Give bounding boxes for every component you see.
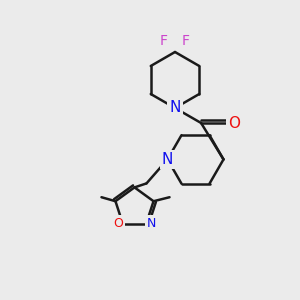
Text: N: N — [162, 152, 173, 167]
Text: F: F — [182, 34, 190, 48]
Text: O: O — [229, 116, 241, 130]
Text: N: N — [169, 100, 181, 116]
Text: O: O — [113, 217, 123, 230]
Text: N: N — [147, 217, 156, 230]
Text: F: F — [160, 34, 168, 48]
